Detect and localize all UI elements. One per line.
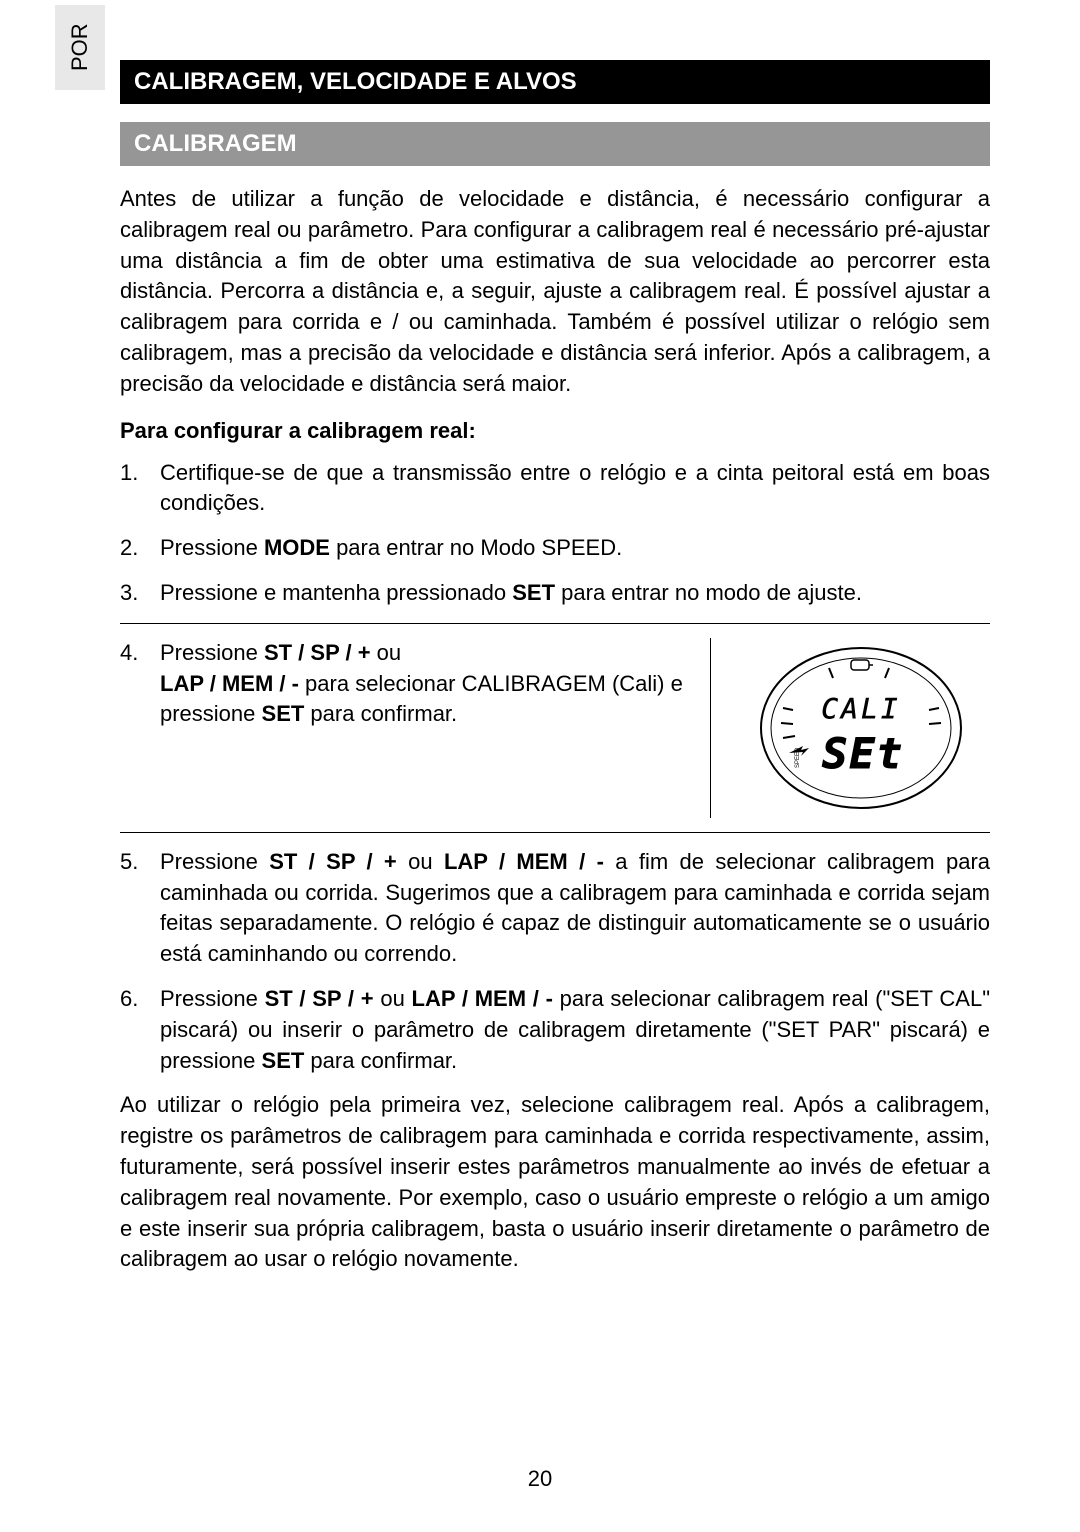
text-fragment: ou (371, 640, 402, 665)
svg-text:SEt: SEt (822, 729, 904, 778)
text-fragment: Pressione (160, 535, 264, 560)
step-6: 6. Pressione ST / SP / + ou LAP / MEM / … (120, 984, 990, 1076)
text-fragment: para confirmar. (304, 701, 457, 726)
step-number: 5. (120, 847, 160, 970)
text-fragment: para entrar no modo de ajuste. (555, 580, 862, 605)
step-number: 1. (120, 458, 160, 520)
text-fragment: Pressione (160, 849, 269, 874)
step-1: 1. Certifique-se de que a transmissão en… (120, 458, 990, 520)
intro-paragraph: Antes de utilizar a função de velocidade… (120, 184, 990, 400)
step-text: Pressione MODE para entrar no Modo SPEED… (160, 533, 990, 564)
section-header-main: CALIBRAGEM, VELOCIDADE E ALVOS (120, 60, 990, 104)
text-fragment: para entrar no Modo SPEED. (330, 535, 622, 560)
step-2: 2. Pressione MODE para entrar no Modo SP… (120, 533, 990, 564)
step-number: 6. (120, 984, 160, 1076)
button-label-stsp: ST / SP / + (264, 640, 371, 665)
step-5: 5. Pressione ST / SP / + ou LAP / MEM / … (120, 847, 990, 970)
watch-display-image: SPEED CALI SEt (710, 638, 990, 818)
step-number: 4. (120, 638, 160, 730)
divider (120, 832, 990, 833)
button-label-stsp: ST / SP / + (265, 986, 374, 1011)
button-label-lapmem: LAP / MEM / - (412, 986, 553, 1011)
step-text: Pressione ST / SP / + ou LAP / MEM / - p… (160, 638, 690, 730)
step-3: 3. Pressione e mantenha pressionado SET … (120, 578, 990, 609)
step-4-text: 4. Pressione ST / SP / + ou LAP / MEM / … (120, 638, 690, 818)
divider (120, 623, 990, 624)
button-label-stsp: ST / SP / + (269, 849, 397, 874)
text-fragment: para confirmar. (304, 1048, 457, 1073)
button-label-set: SET (262, 1048, 305, 1073)
step-number: 2. (120, 533, 160, 564)
button-label-set: SET (512, 580, 555, 605)
text-fragment: Pressione (160, 640, 264, 665)
step-4-container: 4. Pressione ST / SP / + ou LAP / MEM / … (120, 638, 990, 818)
page-content: CALIBRAGEM, VELOCIDADE E ALVOS CALIBRAGE… (120, 30, 990, 1275)
step-text: Pressione ST / SP / + ou LAP / MEM / - a… (160, 847, 990, 970)
button-label-lapmem: LAP / MEM / - (444, 849, 604, 874)
step-text: Pressione ST / SP / + ou LAP / MEM / - p… (160, 984, 990, 1076)
watch-lcd-icon: SPEED CALI SEt (751, 638, 971, 818)
svg-text:SPEED: SPEED (795, 747, 801, 768)
button-label-lapmem: LAP / MEM / - (160, 671, 299, 696)
step-text: Certifique-se de que a transmissão entre… (160, 458, 990, 520)
button-label-mode: MODE (264, 535, 330, 560)
text-fragment: Pressione (160, 986, 265, 1011)
section-header-sub: CALIBRAGEM (120, 122, 990, 166)
text-fragment: Pressione e mantenha pressionado (160, 580, 512, 605)
step-number: 3. (120, 578, 160, 609)
step-text: Pressione e mantenha pressionado SET par… (160, 578, 990, 609)
final-paragraph: Ao utilizar o relógio pela primeira vez,… (120, 1090, 990, 1275)
config-heading: Para configurar a calibragem real: (120, 418, 990, 444)
text-fragment: ou (397, 849, 444, 874)
page-number: 20 (528, 1466, 552, 1492)
language-tab: POR (55, 5, 105, 90)
text-fragment: ou (374, 986, 412, 1011)
svg-text:CALI: CALI (821, 692, 900, 725)
button-label-set: SET (262, 701, 305, 726)
